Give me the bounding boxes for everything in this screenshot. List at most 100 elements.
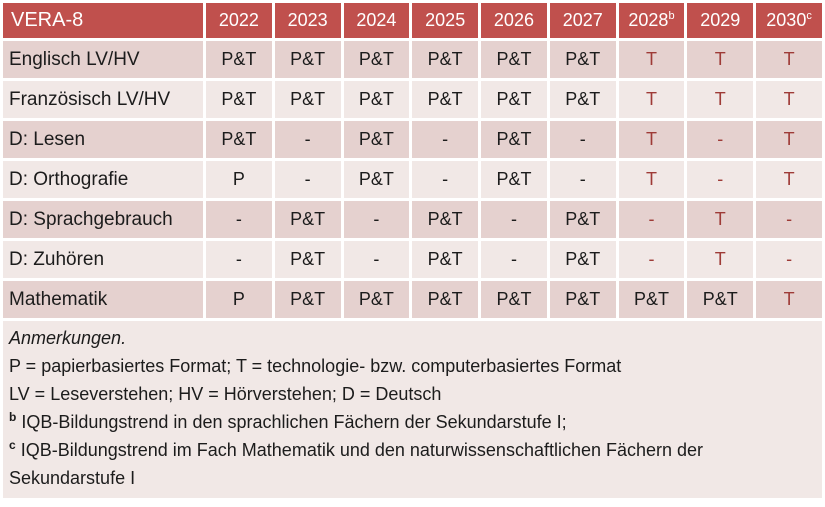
format-cell: P&T <box>481 161 547 198</box>
row-label: D: Orthografie <box>3 161 203 198</box>
format-cell: T <box>618 121 685 158</box>
row-label: D: Lesen <box>3 121 203 158</box>
format-cell: P&T <box>412 241 479 278</box>
format-cell: P&T <box>549 201 616 238</box>
format-cell: T <box>687 41 754 78</box>
format-cell: P&T <box>343 281 410 318</box>
format-cell: T <box>756 81 822 118</box>
footnote-marker: b <box>668 10 675 22</box>
format-cell: P&T <box>549 241 616 278</box>
format-cell: P&T <box>412 41 479 78</box>
format-cell: P&T <box>343 121 410 158</box>
format-cell: T <box>687 81 754 118</box>
format-cell: P&T <box>343 161 410 198</box>
format-cell: P&T <box>618 281 685 318</box>
column-header-2027: 2027 <box>549 3 616 38</box>
format-cell: P&T <box>343 41 410 78</box>
format-cell: T <box>618 161 685 198</box>
format-cell: - <box>481 241 547 278</box>
footnote-marker: c <box>806 10 812 22</box>
table-row: Mathematik P P&T P&T P&T P&T P&T P&T P&T T <box>3 281 822 318</box>
column-header-2025: 2025 <box>412 3 479 38</box>
vera8-schedule-table: VERA-8 2022 2023 2024 2025 2026 2027 2028b 2029… <box>3 3 822 318</box>
table-row: D: Zuhören - P&T - P&T - P&T - T - <box>3 241 822 278</box>
format-cell: P&T <box>549 281 616 318</box>
table-body: Englisch LV/HV P&T P&T P&T P&T P&T P&T T T T Franz… <box>3 41 822 318</box>
row-label: D: Zuhören <box>3 241 203 278</box>
format-cell: P&T <box>412 281 479 318</box>
format-cell: - <box>412 161 479 198</box>
format-cell: T <box>756 121 822 158</box>
footnote-marker: b <box>9 410 17 424</box>
format-cell: - <box>687 161 754 198</box>
format-cell: - <box>618 201 685 238</box>
format-cell: P&T <box>206 121 272 158</box>
table-row: Englisch LV/HV P&T P&T P&T P&T P&T P&T T T T <box>3 41 822 78</box>
notes: Anmerkungen. P = papierbasiertes Format; … <box>3 321 822 498</box>
format-cell: P&T <box>274 81 341 118</box>
table-title: VERA-8 <box>3 3 203 38</box>
format-cell: T <box>618 41 685 78</box>
format-cell: P&T <box>274 241 341 278</box>
format-cell: - <box>549 161 616 198</box>
format-cell: - <box>549 121 616 158</box>
format-cell: P&T <box>412 201 479 238</box>
format-cell: P&T <box>549 81 616 118</box>
format-cell: - <box>481 201 547 238</box>
note-line: LV = Leseverstehen; HV = Hörverstehen; D… <box>9 384 442 404</box>
row-label: Französisch LV/HV <box>3 81 203 118</box>
row-label: Englisch LV/HV <box>3 41 203 78</box>
format-cell: P&T <box>481 81 547 118</box>
format-cell: - <box>412 121 479 158</box>
format-cell: P <box>206 161 272 198</box>
table-row: Französisch LV/HV P&T P&T P&T P&T P&T P&T T T T <box>3 81 822 118</box>
table-row: D: Orthografie P - P&T - P&T - T - T <box>3 161 822 198</box>
format-cell: T <box>618 81 685 118</box>
format-cell: - <box>618 241 685 278</box>
column-header-2024: 2024 <box>343 3 410 38</box>
table-row: D: Lesen P&T - P&T - P&T - T - T <box>3 121 822 158</box>
format-cell: T <box>687 241 754 278</box>
format-cell: P&T <box>206 81 272 118</box>
note-line: Anmerkungen. <box>9 328 127 348</box>
format-cell: - <box>206 241 272 278</box>
format-cell: P&T <box>274 41 341 78</box>
format-cell: - <box>756 201 822 238</box>
column-header-2029: 2029 <box>687 3 754 38</box>
format-cell: P&T <box>274 281 341 318</box>
format-cell: - <box>274 161 341 198</box>
column-header-2026: 2026 <box>481 3 547 38</box>
format-cell: P&T <box>274 201 341 238</box>
format-cell: - <box>274 121 341 158</box>
format-cell: - <box>756 241 822 278</box>
format-cell: T <box>756 41 822 78</box>
format-cell: P&T <box>549 41 616 78</box>
format-cell: - <box>343 201 410 238</box>
format-cell: P <box>206 281 272 318</box>
format-cell: - <box>687 121 754 158</box>
row-label: Mathematik <box>3 281 203 318</box>
format-cell: P&T <box>412 81 479 118</box>
format-cell: P&T <box>481 121 547 158</box>
format-cell: P&T <box>206 41 272 78</box>
format-cell: T <box>687 201 754 238</box>
row-label: D: Sprachgebrauch <box>3 201 203 238</box>
column-header-2022: 2022 <box>206 3 272 38</box>
format-cell: P&T <box>343 81 410 118</box>
format-cell: P&T <box>481 41 547 78</box>
column-header-2030: 2030c <box>756 3 822 38</box>
note-line: b IQB-Bildungstrend in den sprachlichen … <box>9 410 567 432</box>
format-cell: P&T <box>687 281 754 318</box>
format-cell: P&T <box>481 281 547 318</box>
format-cell: T <box>756 281 822 318</box>
column-header-2023: 2023 <box>274 3 341 38</box>
format-cell: - <box>343 241 410 278</box>
format-cell: T <box>756 161 822 198</box>
format-cell: - <box>206 201 272 238</box>
note-line: P = papierbasiertes Format; T = technolo… <box>9 356 622 376</box>
footnote-marker: c <box>9 438 16 452</box>
column-header-2028: 2028b <box>618 3 685 38</box>
note-line: c IQB-Bildungstrend im Fach Mathematik u… <box>9 438 704 488</box>
table-header-row: VERA-8 2022 2023 2024 2025 2026 2027 2028b 2029… <box>3 3 822 38</box>
table-row: D: Sprachgebrauch - P&T - P&T - P&T - T - <box>3 201 822 238</box>
